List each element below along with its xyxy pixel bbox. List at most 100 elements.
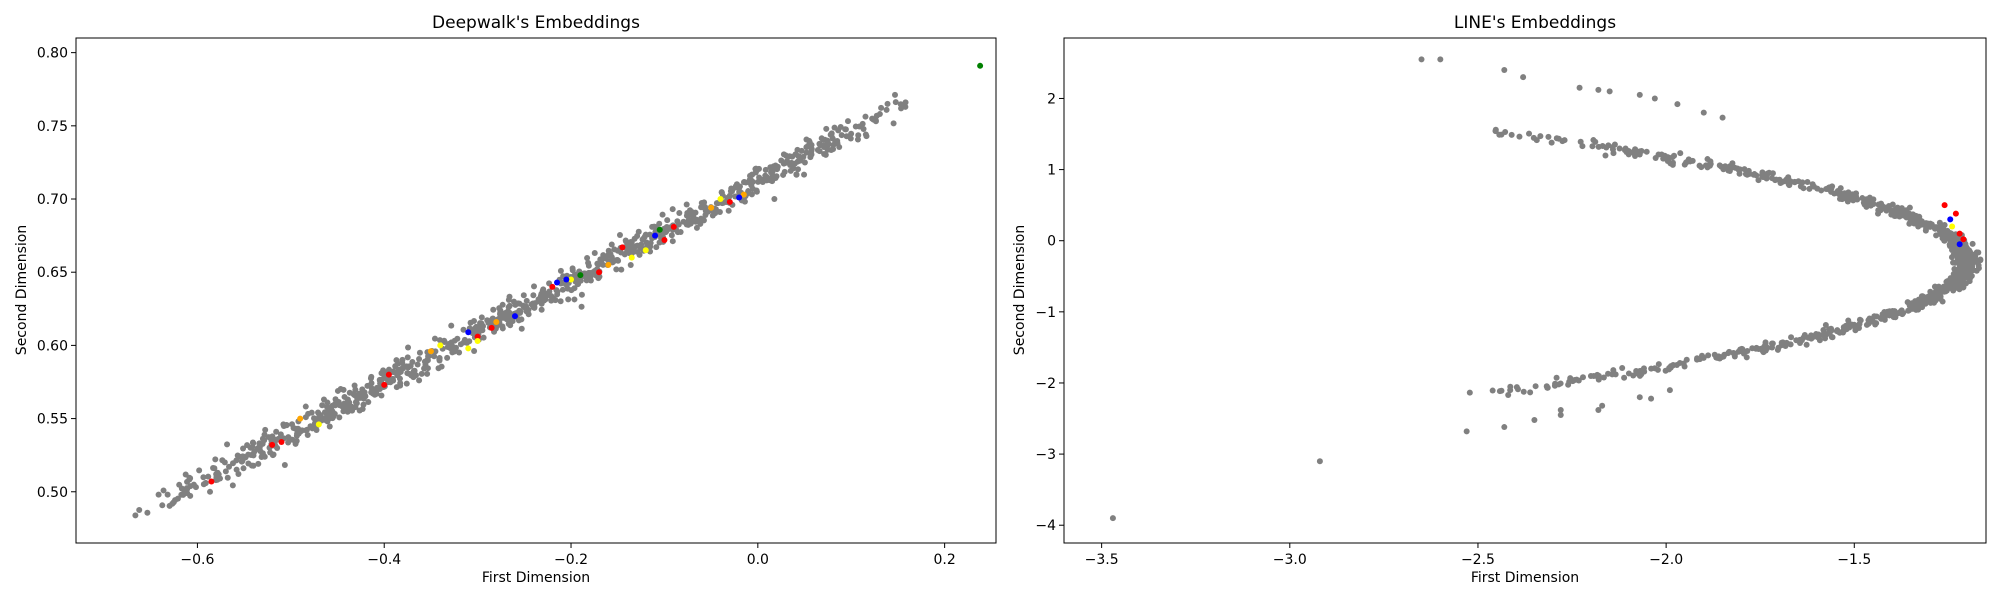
scatter-point bbox=[661, 237, 668, 243]
scatter-point bbox=[1953, 273, 1960, 280]
scatter-point bbox=[1610, 150, 1617, 157]
scatter-point bbox=[463, 339, 470, 346]
scatter-point bbox=[683, 201, 690, 208]
scatter-point bbox=[1496, 388, 1503, 395]
scatter-point bbox=[1841, 190, 1848, 197]
scatter-point bbox=[1606, 88, 1613, 95]
deepwalk-x-ticks: −0.6 −0.4 −0.2 0.0 0.2 bbox=[180, 543, 956, 568]
scatter-point bbox=[479, 327, 486, 334]
scatter-point bbox=[1956, 230, 1963, 237]
scatter-point bbox=[1496, 131, 1503, 138]
scatter-point bbox=[1960, 259, 1967, 266]
scatter-point bbox=[465, 345, 472, 352]
y-tick-label: −3 bbox=[1035, 447, 1056, 463]
scatter-point bbox=[1603, 144, 1610, 151]
scatter-point bbox=[583, 277, 590, 284]
scatter-point bbox=[1744, 347, 1751, 354]
scatter-point bbox=[1696, 356, 1703, 363]
scatter-point bbox=[1949, 223, 1956, 230]
scatter-point bbox=[235, 471, 242, 477]
scatter-point bbox=[414, 361, 421, 368]
scatter-point bbox=[239, 453, 246, 460]
scatter-point bbox=[1903, 210, 1910, 217]
scatter-point bbox=[1621, 374, 1628, 381]
scatter-point bbox=[1755, 177, 1762, 184]
scatter-point bbox=[763, 177, 770, 184]
scatter-point bbox=[518, 325, 525, 332]
y-tick-label: −1 bbox=[1035, 305, 1056, 321]
scatter-point bbox=[224, 441, 231, 448]
scatter-point bbox=[1878, 205, 1885, 212]
scatter-point bbox=[783, 159, 790, 166]
scatter-point bbox=[497, 309, 504, 316]
scatter-point bbox=[1969, 266, 1976, 273]
scatter-point bbox=[1806, 185, 1813, 192]
scatter-point bbox=[1784, 340, 1791, 347]
scatter-point bbox=[646, 231, 653, 238]
scatter-point bbox=[196, 467, 203, 474]
scatter-point bbox=[1673, 362, 1680, 369]
scatter-point bbox=[1689, 157, 1696, 164]
scatter-point bbox=[807, 150, 814, 157]
scatter-point bbox=[215, 471, 222, 478]
scatter-point bbox=[1576, 84, 1583, 91]
line-x-label: First Dimension bbox=[1471, 570, 1579, 586]
scatter-point bbox=[832, 138, 839, 145]
x-tick-label: 0.2 bbox=[933, 552, 955, 568]
scatter-point bbox=[1929, 297, 1936, 304]
scatter-point bbox=[187, 483, 194, 490]
scatter-point bbox=[1666, 387, 1673, 394]
scatter-point bbox=[1957, 265, 1964, 272]
scatter-point bbox=[1418, 56, 1425, 63]
scatter-point bbox=[1731, 351, 1738, 358]
scatter-point bbox=[553, 287, 560, 294]
scatter-point bbox=[1530, 134, 1537, 141]
line-y-label: Second Dimension bbox=[1012, 225, 1028, 355]
scatter-point bbox=[713, 200, 720, 207]
scatter-point bbox=[293, 437, 300, 444]
scatter-point bbox=[1609, 371, 1616, 378]
scatter-point bbox=[571, 296, 578, 303]
scatter-point bbox=[843, 133, 850, 140]
scatter-point bbox=[1520, 388, 1527, 395]
scatter-point bbox=[801, 171, 808, 178]
scatter-point bbox=[451, 346, 458, 353]
scatter-point bbox=[794, 146, 801, 153]
scatter-point bbox=[1508, 131, 1515, 138]
scatter-point bbox=[745, 188, 752, 195]
scatter-point bbox=[1885, 311, 1892, 318]
scatter-point bbox=[1939, 298, 1946, 305]
scatter-point bbox=[863, 133, 870, 140]
scatter-point bbox=[1555, 135, 1562, 142]
scatter-point bbox=[480, 334, 487, 341]
scatter-point bbox=[259, 435, 266, 442]
y-tick-label: 0.75 bbox=[37, 119, 68, 135]
scatter-point bbox=[577, 272, 584, 279]
scatter-point bbox=[619, 244, 626, 251]
scatter-point bbox=[1505, 392, 1512, 399]
scatter-point bbox=[873, 112, 880, 119]
scatter-point bbox=[1316, 458, 1323, 465]
scatter-point bbox=[1959, 278, 1966, 285]
scatter-point bbox=[568, 276, 575, 283]
scatter-point bbox=[1625, 149, 1632, 156]
y-tick-label: 0 bbox=[1047, 234, 1056, 250]
scatter-point bbox=[1741, 166, 1748, 173]
scatter-point bbox=[652, 232, 659, 239]
scatter-point bbox=[726, 198, 733, 205]
scatter-point bbox=[1759, 169, 1766, 176]
scatter-point bbox=[250, 440, 257, 447]
x-tick-label: −1.5 bbox=[1837, 552, 1871, 568]
scatter-point bbox=[1966, 278, 1973, 285]
scatter-point bbox=[649, 223, 656, 230]
scatter-point bbox=[424, 357, 431, 364]
scatter-point bbox=[1954, 256, 1961, 263]
scatter-point bbox=[1915, 299, 1922, 306]
scatter-point bbox=[418, 370, 425, 377]
scatter-point bbox=[416, 377, 423, 384]
scatter-point bbox=[656, 220, 663, 227]
scatter-point bbox=[1947, 284, 1954, 291]
scatter-point bbox=[1959, 248, 1966, 255]
scatter-point bbox=[381, 381, 388, 388]
